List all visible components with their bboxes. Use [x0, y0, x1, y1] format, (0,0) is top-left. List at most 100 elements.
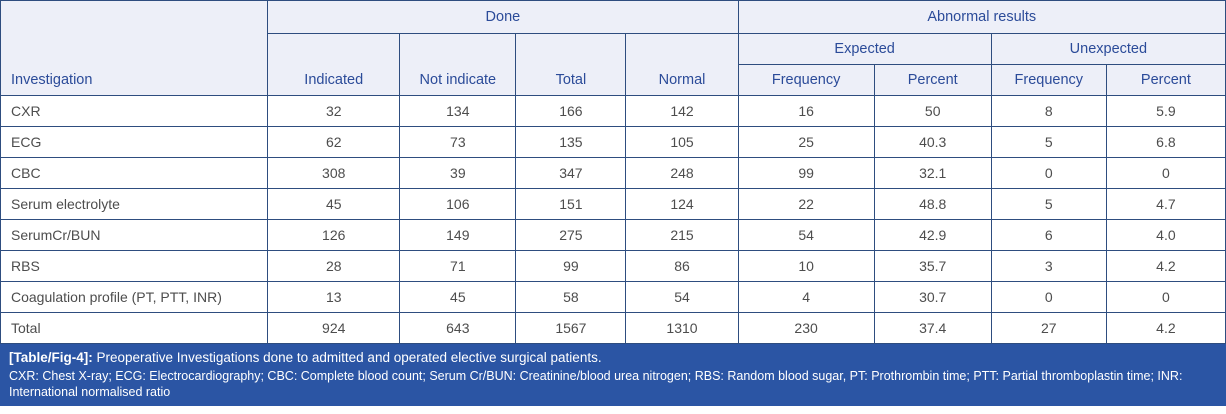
value-cell: 5	[990, 188, 1107, 220]
column-header-unexpected-percent: Percent	[1105, 64, 1226, 96]
value-cell: 5.9	[1105, 95, 1226, 127]
value-cell: 134	[399, 95, 517, 127]
value-cell: 126	[267, 219, 401, 251]
value-cell: 275	[515, 219, 627, 251]
column-header-not-indicate: Not indicate	[399, 33, 517, 96]
value-cell: 32	[267, 95, 401, 127]
value-cell: 25	[737, 126, 875, 158]
column-header-investigation: Investigation	[0, 0, 269, 96]
value-cell: 149	[399, 219, 517, 251]
value-cell: 4.2	[1105, 312, 1226, 344]
figure-caption-tag: [Table/Fig-4]:	[9, 350, 93, 365]
header-group-row: Investigation Done Abnormal results	[0, 0, 1226, 96]
value-cell: 22	[737, 188, 875, 220]
value-cell: 308	[267, 157, 401, 189]
table-row: Coagulation profile (PT, PTT, INR) 13 45 58…	[0, 281, 1226, 313]
row-label-cell: CBC	[0, 157, 269, 189]
row-label-cell: Total	[0, 312, 269, 344]
value-cell: 71	[399, 250, 517, 282]
value-cell: 0	[1105, 281, 1226, 313]
value-cell: 73	[399, 126, 517, 158]
value-cell: 32.1	[873, 157, 992, 189]
column-header-expected-frequency: Frequency	[737, 64, 875, 96]
figure-caption-title: Preoperative Investigations done to admi…	[96, 350, 602, 365]
value-cell: 4.0	[1105, 219, 1226, 251]
column-header-normal: Normal	[625, 33, 739, 96]
row-label-cell: SerumCr/BUN	[0, 219, 269, 251]
group-header-done: Done	[267, 0, 739, 34]
row-label-cell: Serum electrolyte	[0, 188, 269, 220]
table-row: Serum electrolyte 45 106 151 124 22 48.8 5 4.7	[0, 188, 1226, 220]
value-cell: 40.3	[873, 126, 992, 158]
table-body: CXR 32 134 166 142 16 50 8 5.9 ECG 62 73 135 105 25 40.…	[0, 95, 1226, 344]
value-cell: 99	[515, 250, 627, 282]
value-cell: 215	[625, 219, 739, 251]
value-cell: 28	[267, 250, 401, 282]
figure-caption-panel: [Table/Fig-4]: Preoperative Investigatio…	[0, 344, 1226, 406]
value-cell: 42.9	[873, 219, 992, 251]
value-cell: 1567	[515, 312, 627, 344]
group-header-abnormal-results: Abnormal results	[737, 0, 1226, 34]
value-cell: 10	[737, 250, 875, 282]
value-cell: 16	[737, 95, 875, 127]
value-cell: 166	[515, 95, 627, 127]
value-cell: 35.7	[873, 250, 992, 282]
value-cell: 8	[990, 95, 1107, 127]
value-cell: 37.4	[873, 312, 992, 344]
value-cell: 54	[625, 281, 739, 313]
value-cell: 106	[399, 188, 517, 220]
value-cell: 4.7	[1105, 188, 1226, 220]
table-row: CXR 32 134 166 142 16 50 8 5.9	[0, 95, 1226, 127]
value-cell: 86	[625, 250, 739, 282]
value-cell: 924	[267, 312, 401, 344]
column-header-total: Total	[515, 33, 627, 96]
value-cell: 45	[399, 281, 517, 313]
value-cell: 6.8	[1105, 126, 1226, 158]
header-subgroup-row: Indicated Not indicate Total Normal Expe…	[1, 33, 1226, 96]
table-row: CBC 308 39 347 248 99 32.1 0 0	[0, 157, 1226, 189]
value-cell: 39	[399, 157, 517, 189]
value-cell: 54	[737, 219, 875, 251]
value-cell: 230	[737, 312, 875, 344]
table-row: ECG 62 73 135 105 25 40.3 5 6.8	[0, 126, 1226, 158]
value-cell: 347	[515, 157, 627, 189]
value-cell: 50	[873, 95, 992, 127]
investigations-table: Investigation Done Abnormal results Indi…	[0, 0, 1226, 344]
table-row: RBS 28 71 99 86 10 35.7 3 4.2	[0, 250, 1226, 282]
abbreviation-key: CXR: Chest X-ray; ECG: Electrocardiograp…	[9, 369, 1183, 400]
value-cell: 45	[267, 188, 401, 220]
row-label-cell: CXR	[0, 95, 269, 127]
value-cell: 0	[990, 281, 1107, 313]
value-cell: 99	[737, 157, 875, 189]
value-cell: 643	[399, 312, 517, 344]
row-label-cell: ECG	[0, 126, 269, 158]
row-label-cell: Coagulation profile (PT, PTT, INR)	[0, 281, 269, 313]
value-cell: 248	[625, 157, 739, 189]
table-header: Investigation Done Abnormal results Indi…	[0, 0, 1226, 96]
value-cell: 105	[625, 126, 739, 158]
column-header-indicated: Indicated	[267, 33, 401, 96]
value-cell: 124	[625, 188, 739, 220]
value-cell: 3	[990, 250, 1107, 282]
value-cell: 142	[625, 95, 739, 127]
value-cell: 6	[990, 219, 1107, 251]
value-cell: 135	[515, 126, 627, 158]
table-row: Total 924 643 1567 1310 230 37.4 27 4.2	[0, 312, 1226, 344]
value-cell: 48.8	[873, 188, 992, 220]
column-header-expected-percent: Percent	[873, 64, 992, 96]
table-row: SerumCr/BUN 126 149 275 215 54 42.9 6 4.0	[0, 219, 1226, 251]
value-cell: 62	[267, 126, 401, 158]
group-header-expected: Expected	[737, 33, 992, 65]
row-label-cell: RBS	[0, 250, 269, 282]
value-cell: 0	[1105, 157, 1226, 189]
value-cell: 4.2	[1105, 250, 1226, 282]
value-cell: 4	[737, 281, 875, 313]
group-header-unexpected: Unexpected	[990, 33, 1226, 65]
bottom-margin	[0, 406, 1226, 413]
header-columns-row: Frequency Percent Frequency Percent	[1, 64, 1226, 96]
value-cell: 30.7	[873, 281, 992, 313]
figure-caption: [Table/Fig-4]: Preoperative Investigatio…	[9, 349, 1217, 367]
value-cell: 0	[990, 157, 1107, 189]
value-cell: 151	[515, 188, 627, 220]
